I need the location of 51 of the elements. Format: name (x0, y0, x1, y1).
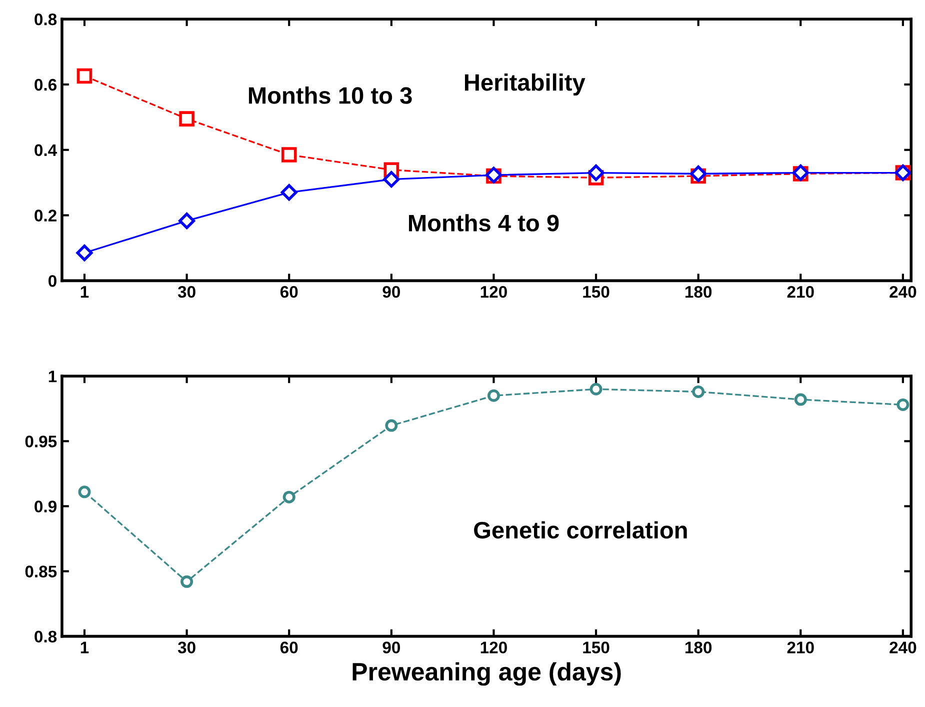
x-tick-label: 90 (382, 286, 400, 298)
x-tick-label: 120 (480, 286, 507, 298)
point (78, 486, 91, 498)
x-tick-label: 210 (787, 642, 814, 654)
point (385, 419, 398, 432)
x-tick-label: 150 (583, 642, 610, 654)
point (692, 385, 705, 398)
x-tick-label: 30 (178, 642, 196, 654)
x-tick-label: 120 (480, 642, 507, 654)
x-tick-label: 150 (583, 286, 610, 298)
x-tick-label: 180 (685, 642, 712, 654)
annotation: Heritability (464, 73, 586, 96)
series-label: Months 4 to 9 (408, 214, 559, 232)
annotation: Genetic correlation (474, 521, 687, 539)
y-tick-label: 0.4 (34, 144, 58, 156)
x-tick-label: 60 (280, 286, 298, 298)
x-tick-label: 1 (80, 286, 89, 298)
x-tick-label: 90 (382, 642, 400, 654)
y-tick-label: 1 (48, 370, 57, 382)
x-tick-label: 180 (685, 286, 712, 298)
x-tick-label: 1 (80, 642, 89, 654)
x-tick-label: 30 (178, 286, 196, 298)
y-tick-label: 0.9 (34, 500, 56, 512)
point (280, 184, 298, 201)
x-axis-title: Preweaning age (days) (352, 662, 621, 686)
point (281, 147, 297, 162)
y-tick-label: 0.2 (34, 210, 56, 222)
point (76, 68, 92, 84)
point (282, 490, 296, 504)
x-tick-label: 210 (787, 286, 814, 298)
point (179, 111, 194, 126)
point (690, 165, 707, 182)
y-tick-label: 0.85 (25, 566, 57, 578)
point (487, 389, 500, 402)
y-tick-label: 0.8 (34, 630, 57, 643)
point (383, 171, 400, 188)
y-tick-label: 0 (48, 275, 56, 287)
point (178, 212, 196, 230)
point (588, 164, 604, 182)
series-label: Months 10 to 3 (248, 86, 412, 104)
point (180, 575, 194, 588)
y-tick-label: 0.6 (34, 78, 57, 91)
point (794, 393, 807, 406)
y-tick-label: 0.8 (34, 13, 57, 26)
x-tick-label: 60 (280, 642, 298, 654)
point (590, 382, 602, 396)
point (896, 398, 910, 411)
x-tick-label: 240 (890, 286, 916, 298)
point (76, 244, 93, 262)
x-tick-label: 240 (890, 642, 916, 654)
y-tick-label: 0.95 (25, 436, 57, 448)
